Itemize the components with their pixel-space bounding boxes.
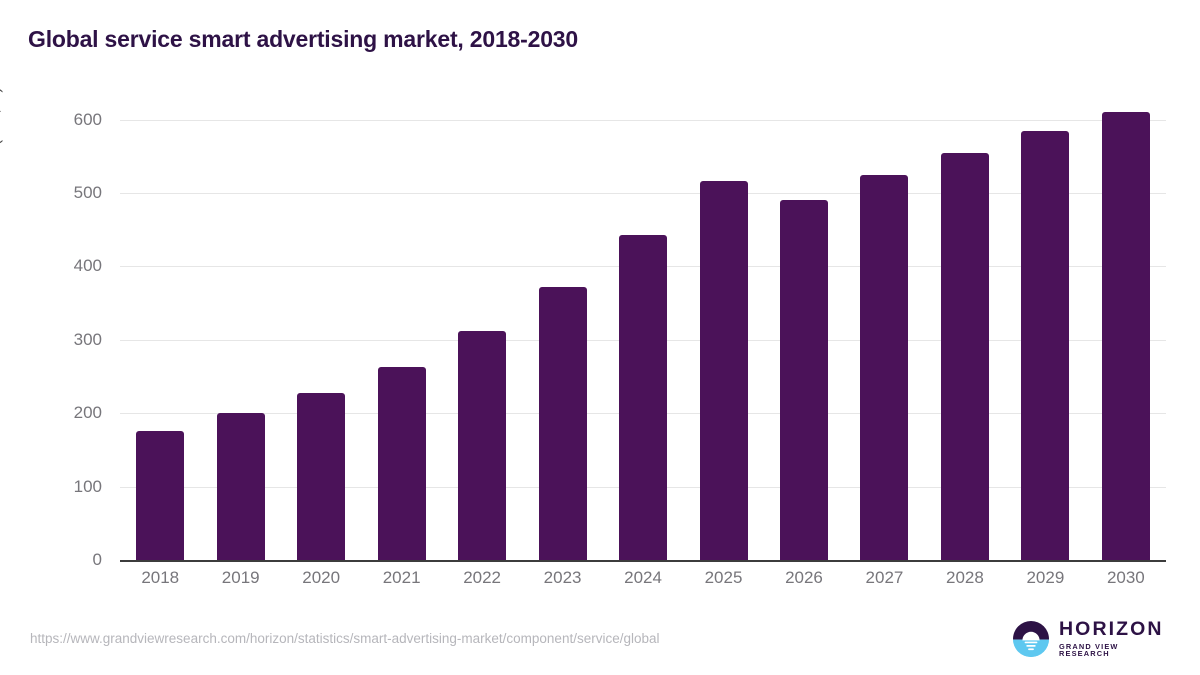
x-axis-tick-label: 2021 xyxy=(382,568,421,587)
bar-slot xyxy=(683,105,763,560)
x-axis-tick-label: 2029 xyxy=(1026,568,1065,587)
bar[interactable] xyxy=(377,367,426,560)
x-axis-tick-label: 2018 xyxy=(141,568,180,587)
bar[interactable] xyxy=(538,287,587,560)
y-axis-tick-label: 0 xyxy=(92,550,102,569)
bar-slot xyxy=(603,105,683,560)
y-axis-tick-label: 100 xyxy=(73,476,102,496)
logo-wordmark: HORIZON xyxy=(1059,618,1164,641)
horizon-logo[interactable]: HORIZON GRAND VIEW RESEARCH xyxy=(1012,618,1170,660)
x-axis-tick-label: 2026 xyxy=(785,568,823,587)
logo-text-block: HORIZON GRAND VIEW RESEARCH xyxy=(1059,618,1170,659)
x-axis-tick-label: 2030 xyxy=(1106,568,1145,587)
gridline xyxy=(120,193,1166,195)
gridline xyxy=(120,119,1166,121)
x-axis-tick-label: 2020 xyxy=(302,568,341,587)
bar-slot xyxy=(844,105,924,560)
bar[interactable] xyxy=(216,413,265,560)
bar-slot xyxy=(925,105,1005,560)
x-axis-tick-label: 2019 xyxy=(221,568,260,587)
bar[interactable] xyxy=(297,392,346,560)
bar-slot xyxy=(200,105,280,560)
x-axis-tick-labels: 2018 2019 2020 2021 2022 2023 2024 2025 2026 2027… xyxy=(120,568,1166,588)
bar[interactable] xyxy=(1101,112,1150,560)
y-axis-tick-label: 500 xyxy=(73,183,102,203)
y-axis-tick-label: 400 xyxy=(73,256,102,276)
x-axis-tick-label: 2028 xyxy=(946,568,984,587)
footer-divider xyxy=(0,608,1200,609)
y-axis-tick-labels: 0 100 200 300 400 500 600 xyxy=(0,105,102,569)
bar[interactable] xyxy=(860,175,909,560)
bar[interactable] xyxy=(136,430,185,560)
x-axis-tick-label: 2025 xyxy=(704,568,743,587)
source-url[interactable]: https://www.grandviewresearch.com/horizo… xyxy=(30,631,660,646)
x-axis-tick-label: 2024 xyxy=(624,568,662,587)
bar[interactable] xyxy=(458,331,507,560)
bar-slot xyxy=(120,105,200,560)
bar[interactable] xyxy=(1021,130,1070,560)
y-axis-tick-label: 600 xyxy=(73,109,102,129)
y-axis-tick-label: 200 xyxy=(73,403,102,423)
bar-slot xyxy=(1005,105,1085,560)
bar-slot xyxy=(522,105,602,560)
y-axis-tick-label: 300 xyxy=(73,329,102,349)
logo-tagline: GRAND VIEW RESEARCH xyxy=(1059,641,1119,659)
x-axis-tick-label: 2023 xyxy=(543,568,582,587)
x-axis-tick-label: 2027 xyxy=(865,568,904,587)
bar[interactable] xyxy=(940,153,989,560)
bar-slot xyxy=(442,105,522,560)
bar-series xyxy=(120,105,1166,560)
bar-slot xyxy=(764,105,844,560)
page-title: Global service smart advertising market,… xyxy=(28,26,578,52)
bar-slot xyxy=(281,105,361,560)
axis-baseline xyxy=(120,560,1166,562)
bar[interactable] xyxy=(619,234,668,560)
horizon-sun-circle-icon xyxy=(1012,620,1050,658)
bar-slot xyxy=(1086,105,1166,560)
bar[interactable] xyxy=(779,199,828,560)
bar-slot xyxy=(361,105,441,560)
bar[interactable] xyxy=(699,181,748,560)
x-axis-tick-label: 2022 xyxy=(463,568,502,587)
